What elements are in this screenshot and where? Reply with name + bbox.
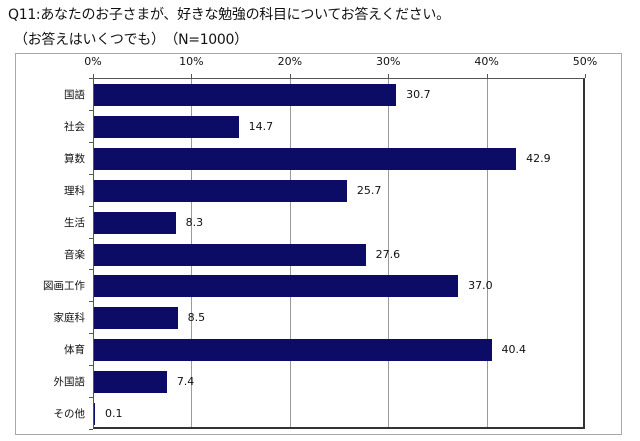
category-label: 体育 <box>64 344 85 357</box>
x-tick-label: 0% <box>84 55 102 68</box>
y-tick-mark <box>89 205 93 207</box>
bar <box>94 179 347 202</box>
y-tick-mark <box>89 141 93 143</box>
value-label: 37.0 <box>468 279 493 293</box>
category-label: その他 <box>53 408 86 421</box>
gridline <box>388 79 390 427</box>
bar <box>94 275 459 298</box>
value-label: 42.9 <box>526 151 551 165</box>
y-tick-mark <box>89 301 93 303</box>
category-label: 算数 <box>64 152 85 165</box>
value-label: 25.7 <box>356 183 382 197</box>
category-label: 理科 <box>64 184 85 197</box>
bar <box>94 339 492 362</box>
bar <box>94 371 167 394</box>
y-tick-mark <box>89 333 93 335</box>
category-label: 国語 <box>64 88 85 101</box>
bar <box>94 211 176 234</box>
x-tick-label: 40% <box>474 55 499 68</box>
category-label: 図画工作 <box>43 280 85 293</box>
value-label: 8.3 <box>185 215 204 229</box>
chart-title: Q11:あなたのお子さまが、好きな勉強の科目についてお答えください。 <box>8 7 450 23</box>
value-label: 40.4 <box>501 343 527 357</box>
y-tick-mark <box>89 109 93 111</box>
bar <box>94 83 397 106</box>
y-tick-mark <box>89 237 93 239</box>
x-tick-mark <box>585 74 586 78</box>
y-tick-mark <box>89 397 93 399</box>
category-label: 音楽 <box>64 248 85 261</box>
x-tick-mark <box>93 74 94 78</box>
bar <box>94 403 95 426</box>
x-tick-label: 10% <box>179 55 204 68</box>
category-label: 生活 <box>64 216 85 229</box>
y-tick-mark <box>89 429 93 430</box>
y-tick-mark <box>89 269 93 271</box>
bar <box>94 243 366 266</box>
value-label: 7.4 <box>176 375 195 389</box>
x-tick-label: 30% <box>375 55 401 68</box>
value-label: 30.7 <box>406 87 431 101</box>
category-label: 社会 <box>64 120 85 133</box>
x-tick-mark <box>191 74 193 78</box>
chart-subtitle: （お答えはいくつでも） （N=1000） <box>14 32 248 48</box>
category-label: 外国語 <box>53 376 86 389</box>
x-tick-mark <box>289 74 291 78</box>
value-label: 8.5 <box>187 311 206 325</box>
chart-frame <box>15 53 622 435</box>
y-tick-mark <box>89 173 93 175</box>
gridline <box>486 79 488 427</box>
value-label: 14.7 <box>248 119 274 133</box>
plot-area: 30.7 14.7 42.9 25.7 8.3 27.6 37.0 8.5 40.4 7.4 0.1 <box>93 78 585 429</box>
category-label: 家庭科 <box>53 312 86 325</box>
value-label: 27.6 <box>375 247 401 261</box>
x-tick-label: 50% <box>572 55 598 68</box>
y-tick-mark <box>89 78 93 79</box>
bar <box>94 115 239 138</box>
x-tick-label: 20% <box>277 55 303 68</box>
value-label: 0.1 <box>105 407 123 421</box>
x-tick-mark <box>388 74 390 78</box>
x-tick-mark <box>486 74 488 78</box>
bar <box>94 307 178 330</box>
y-tick-mark <box>89 365 93 367</box>
bar <box>94 147 517 170</box>
